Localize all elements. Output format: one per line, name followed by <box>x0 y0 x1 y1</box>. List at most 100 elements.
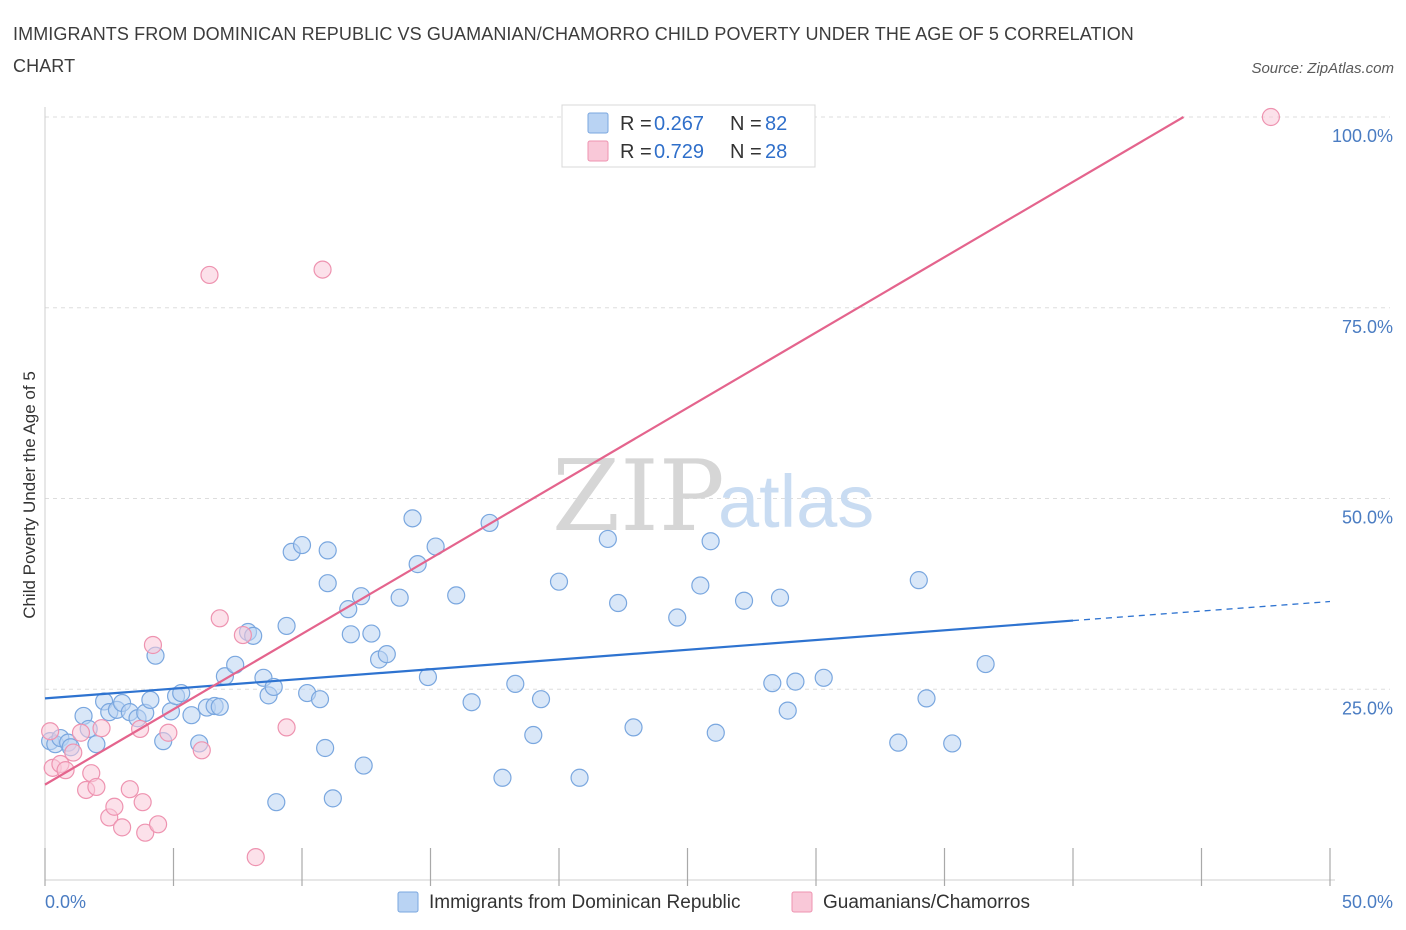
data-point-guamanian <box>71 723 91 742</box>
data-point-dominican <box>354 756 373 775</box>
trend-layer <box>44 116 1331 786</box>
watermark-zip: ZIP <box>552 440 725 554</box>
data-point-guamanian <box>192 741 211 760</box>
source-credit: Source: ZipAtlas.com <box>1251 60 1394 77</box>
y-tick-label: 50.0% <box>1342 508 1393 528</box>
bottom-legend-label-pink: Guamanians/Chamorros <box>823 892 1030 913</box>
legend-r-label-blue: R = <box>620 113 652 135</box>
data-point-dominican <box>609 593 628 613</box>
data-point-dominican <box>341 625 360 644</box>
data-point-dominican <box>493 768 512 787</box>
tick-label-layer: 25.0% 50.0% 75.0% 100.0% 0.0% 50.0% <box>45 126 1393 912</box>
legend-swatch-blue <box>587 112 609 134</box>
data-point-guamanian <box>1261 107 1280 127</box>
data-point-dominican <box>403 509 422 528</box>
data-point-guamanian <box>143 635 163 655</box>
data-point-dominican <box>210 697 229 716</box>
data-point-dominican <box>506 674 525 694</box>
data-point-dominican <box>570 768 589 787</box>
data-point-dominican <box>889 733 908 752</box>
data-point-dominican <box>734 591 754 610</box>
data-point-dominican <box>549 572 569 591</box>
data-point-dominican <box>267 793 286 812</box>
data-point-dominican <box>323 789 342 808</box>
data-point-dominican <box>310 690 330 709</box>
data-point-guamanian <box>41 722 60 741</box>
data-point-dominican <box>778 701 797 720</box>
data-point-guamanian <box>87 777 106 797</box>
data-point-dominican <box>524 725 543 745</box>
data-point-guamanian <box>120 780 139 799</box>
data-point-dominican <box>318 574 337 593</box>
data-point-dominican <box>701 532 720 551</box>
legend-r-value-pink: 0.729 <box>654 141 704 163</box>
data-point-dominican <box>814 668 833 687</box>
data-point-guamanian <box>313 260 332 279</box>
grid-layer <box>45 116 1390 690</box>
axes-layer <box>44 107 1335 886</box>
y-axis-label: Child Poverty Under the Age of 5 <box>20 371 39 619</box>
data-point-dominican <box>418 667 438 687</box>
trend-line-dominican <box>44 619 1074 700</box>
data-point-guamanian <box>148 815 168 834</box>
legend-n-value-pink: 28 <box>765 141 787 163</box>
data-point-dominican <box>668 608 687 627</box>
data-point-dominican <box>462 693 481 712</box>
data-point-guamanian <box>136 823 155 842</box>
legend-n-label-blue: N = <box>730 113 762 135</box>
data-point-dominican <box>352 587 371 606</box>
data-point-guamanian <box>210 609 229 628</box>
data-point-guamanian <box>64 743 83 762</box>
bottom-legend-swatch-pink <box>791 891 813 913</box>
data-point-dominican <box>362 624 381 643</box>
data-point-dominican <box>786 672 805 691</box>
x-tick-label: 50.0% <box>1342 892 1393 912</box>
legend-n-label-pink: N = <box>730 141 762 163</box>
y-tick-label: 25.0% <box>1342 698 1393 718</box>
data-point-guamanian <box>246 848 265 867</box>
bottom-legend-label-blue: Immigrants from Dominican Republic <box>429 892 741 913</box>
data-point-guamanian <box>105 797 124 816</box>
data-point-dominican <box>917 689 936 708</box>
y-tick-label: 75.0% <box>1342 317 1393 337</box>
data-point-dominican <box>87 735 106 754</box>
data-point-guamanian <box>112 818 132 837</box>
y-tick-label: 100.0% <box>1332 126 1393 146</box>
data-point-dominican <box>706 723 725 742</box>
legend-n-value-blue: 82 <box>765 113 787 135</box>
data-point-dominican <box>318 541 337 560</box>
data-point-guamanian <box>159 723 178 742</box>
data-point-dominican <box>277 616 296 636</box>
watermark: ZIP atlas <box>552 440 874 554</box>
trend-line-dominican-extension <box>1072 600 1331 622</box>
data-point-dominican <box>316 738 335 758</box>
x-tick-label: 0.0% <box>45 892 86 912</box>
legend-r-value-blue: 0.267 <box>654 113 704 135</box>
data-point-dominican <box>909 571 928 590</box>
bottom-legend: Immigrants from Dominican Republic Guama… <box>397 891 1030 913</box>
data-point-dominican <box>264 677 283 697</box>
chart-title: IMMIGRANTS FROM DOMINICAN REPUBLIC VS GU… <box>13 24 1134 76</box>
data-point-dominican <box>182 706 201 725</box>
data-point-guamanian <box>233 625 252 645</box>
data-point-dominican <box>292 535 312 555</box>
data-point-guamanian <box>200 265 219 285</box>
data-point-dominican <box>598 529 617 549</box>
legend-r-label-pink: R = <box>620 141 652 163</box>
data-point-dominican <box>691 576 710 595</box>
trend-line-guamanian <box>44 116 1185 786</box>
data-point-dominican <box>447 586 466 605</box>
data-point-guamanian <box>92 719 111 738</box>
data-point-dominican <box>770 588 790 607</box>
data-point-dominican <box>624 718 643 737</box>
data-point-dominican <box>976 654 995 674</box>
data-point-dominican <box>531 690 551 709</box>
data-point-dominican <box>943 734 962 753</box>
watermark-atlas: atlas <box>718 460 874 543</box>
bottom-legend-swatch-blue <box>397 891 419 913</box>
data-point-dominican <box>377 645 396 664</box>
top-legend: R = 0.267 N = 82 R = 0.729 N = 28 <box>561 104 816 168</box>
data-point-guamanian <box>277 718 296 737</box>
data-point-guamanian <box>133 793 152 812</box>
